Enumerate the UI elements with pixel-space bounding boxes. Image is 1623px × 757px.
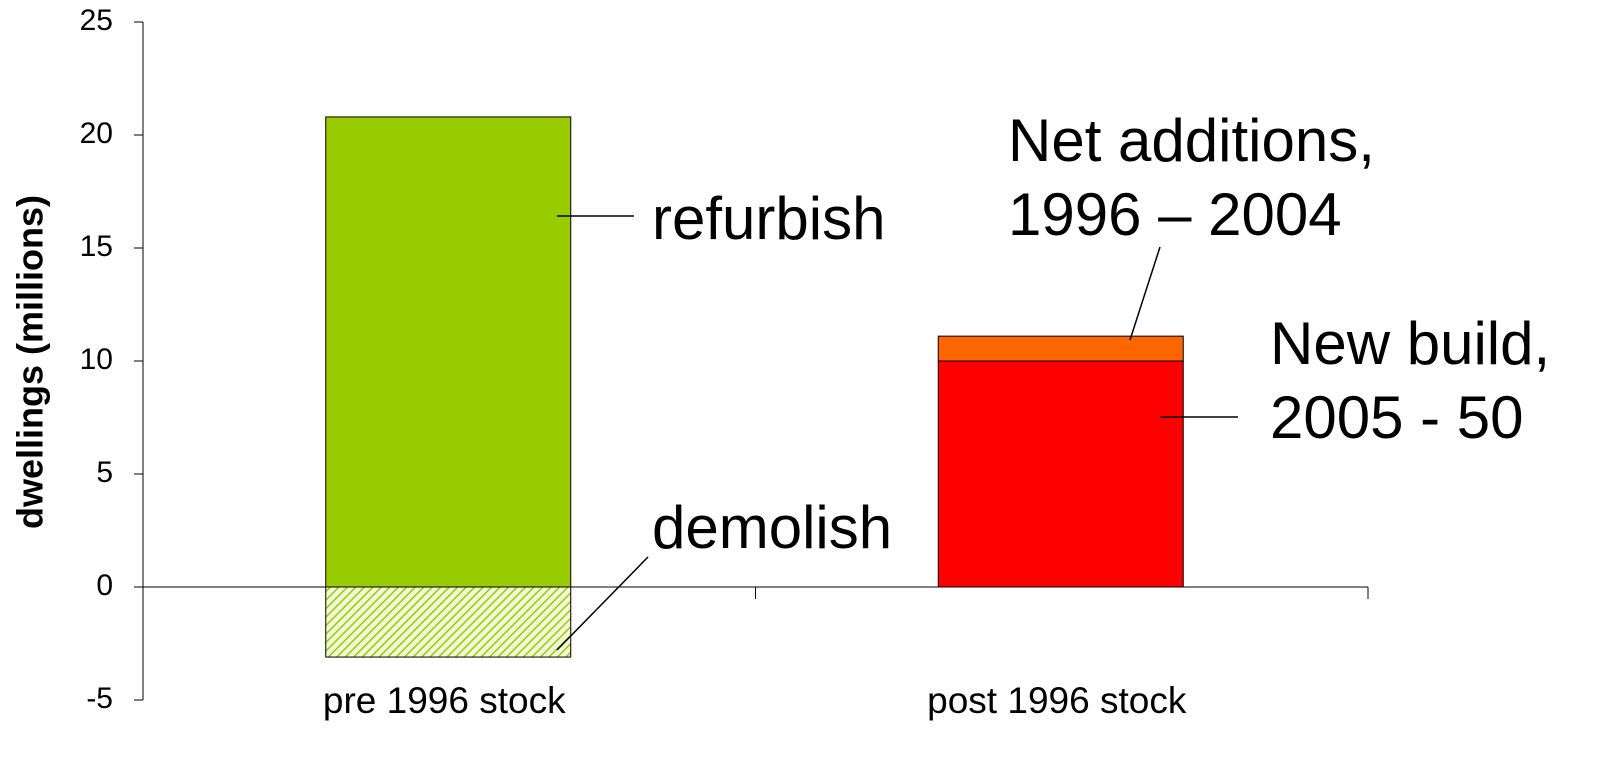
y-tick-label: -5: [86, 682, 113, 715]
y-tick-label: 15: [80, 230, 113, 263]
y-tick-label: 20: [80, 117, 113, 150]
y-tick-label: 5: [96, 456, 113, 489]
series-label: refurbish: [652, 185, 886, 252]
series-label: demolish: [652, 494, 893, 561]
x-tick-label: post 1996 stock: [927, 680, 1187, 721]
y-tick-label: 10: [80, 343, 113, 376]
x-tick-label: pre 1996 stock: [323, 680, 566, 721]
bar-segment: [937, 360, 1184, 588]
leader-line: [1129, 246, 1161, 341]
leader-line: [556, 556, 649, 651]
bar-segment: [325, 586, 572, 658]
series-label: New build, 2005 - 50: [1270, 310, 1551, 451]
y-tick-label: 0: [96, 569, 113, 602]
y-axis-label: dwellings (millions): [10, 195, 51, 529]
bar-segment: [325, 116, 572, 588]
y-tick-label: 25: [80, 4, 113, 37]
series-label: Net additions, 1996 – 2004: [1008, 107, 1375, 248]
bar-segment: [937, 335, 1184, 362]
